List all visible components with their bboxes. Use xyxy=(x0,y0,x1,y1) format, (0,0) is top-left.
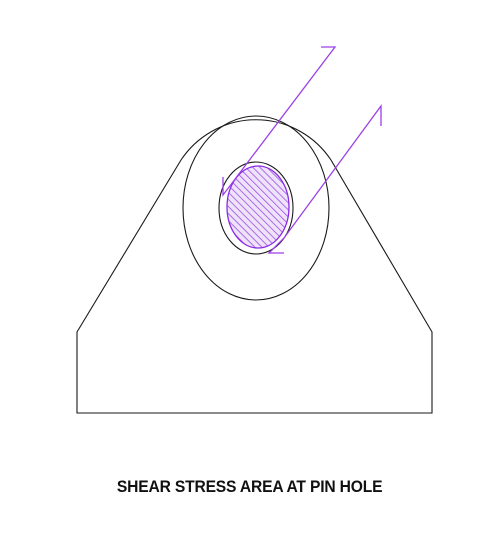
leader-line-upper xyxy=(222,46,337,197)
diagram-caption: SHEAR STRESS AREA AT PIN HOLE xyxy=(116,477,383,496)
pin-hole-edge xyxy=(218,161,294,255)
leader-line-right xyxy=(267,104,382,254)
lug-outline xyxy=(76,119,433,414)
boss-outer-circle xyxy=(182,115,330,301)
shear-area-hatched xyxy=(226,165,290,249)
